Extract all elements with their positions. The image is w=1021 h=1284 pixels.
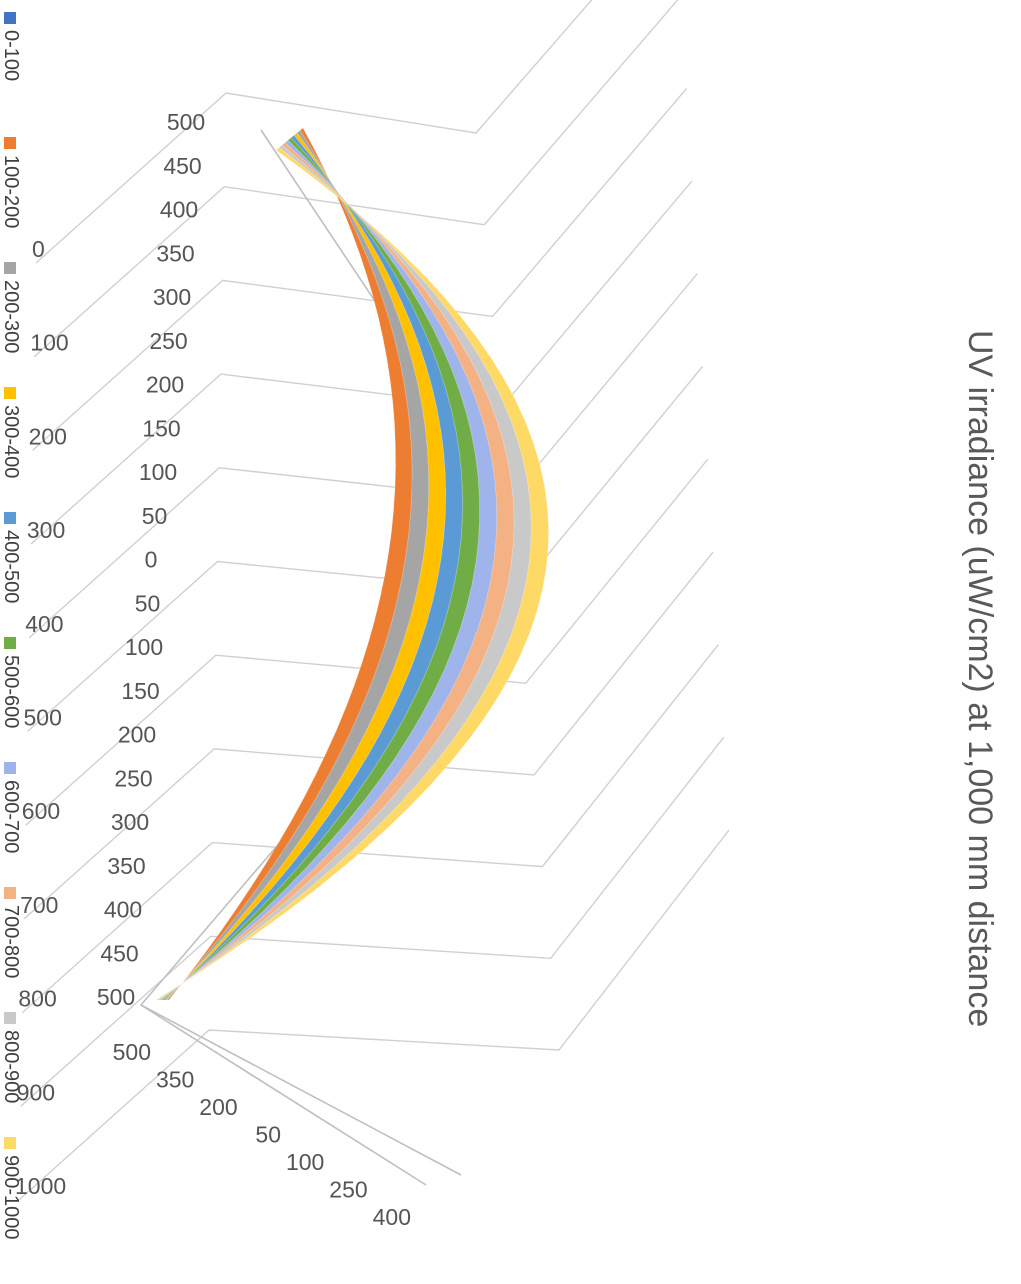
z-tick-label: 700 (20, 892, 58, 918)
x-tick-label: 0 (145, 547, 158, 573)
x-tick-label: 100 (125, 634, 163, 660)
legend-swatch (4, 512, 16, 524)
x-tick-label: 350 (107, 853, 145, 879)
z-gridline (21, 644, 719, 1014)
z-tick-label: 500 (24, 705, 62, 731)
legend-label: 0-100 (0, 30, 22, 81)
legend-label: 400-500 (0, 530, 22, 603)
legend-label: 100-200 (0, 155, 22, 228)
legend-swatch (4, 637, 16, 649)
z-tick-label: 600 (22, 798, 60, 824)
z-tick-label: 900 (17, 1079, 55, 1105)
surface-band (154, 146, 550, 1001)
legend-swatch (4, 887, 16, 899)
legend-label: 800-900 (0, 1030, 22, 1103)
x-tick-label: 300 (153, 284, 191, 310)
z-axis-tick-labels: 0 100 200 300 400 500 600 700 800 900 1000 (15, 236, 69, 1199)
legend-label: 700-800 (0, 905, 22, 978)
z-gridline (18, 829, 730, 1201)
x-tick-label: 400 (104, 897, 142, 923)
z-tick-label: 800 (18, 986, 56, 1012)
x-tick-label: 500 (167, 109, 205, 135)
x-tick-label: 200 (146, 372, 184, 398)
x-tick-label: 300 (111, 809, 149, 835)
z-gridline (35, 0, 677, 264)
legend: 0-100 100-200 200-300 300-400 400-500 500-600… (0, 12, 22, 1240)
y-tick-label: 400 (373, 1204, 411, 1230)
x-tick-label: 350 (156, 240, 194, 266)
z-gridline (30, 180, 693, 545)
y-tick-label: 250 (329, 1177, 367, 1203)
y-tick-label: 350 (156, 1067, 194, 1093)
x-tick-label: 450 (163, 153, 201, 179)
x-tick-label: 150 (142, 415, 180, 441)
legend-swatch (4, 387, 16, 399)
legend-swatch (4, 762, 16, 774)
z-tick-label: 300 (27, 517, 65, 543)
z-gridline (28, 273, 698, 639)
x-tick-label: 50 (142, 503, 168, 529)
legend-swatch (4, 137, 16, 149)
x-tick-label: 450 (100, 940, 138, 966)
z-gridline (32, 87, 688, 451)
x-tick-label: 500 (97, 984, 135, 1010)
z-tick-label: 400 (25, 611, 63, 637)
y-axis-line (140, 1004, 427, 1186)
chart-title: UV irradiance (uW/cm2) at 1,000 mm dista… (961, 330, 999, 1027)
z-gridline (27, 366, 704, 733)
surface-plot (154, 127, 550, 1001)
x-tick-label: 150 (121, 678, 159, 704)
legend-label: 900-1000 (0, 1155, 22, 1240)
legend-swatch (4, 262, 16, 274)
legend-label: 200-300 (0, 280, 22, 353)
z-tick-label: 0 (32, 236, 45, 262)
y-tick-label: 50 (255, 1122, 281, 1148)
legend-swatch (4, 1137, 16, 1149)
legend-label: 500-600 (0, 655, 22, 728)
x-tick-label: 250 (114, 765, 152, 791)
z-gridline (20, 736, 725, 1107)
z-tick-label: 100 (30, 330, 68, 356)
z-tick-label: 200 (29, 423, 67, 449)
x-tick-label: 250 (149, 328, 187, 354)
x-tick-label: 100 (139, 459, 177, 485)
y-tick-label: 100 (286, 1149, 324, 1175)
legend-swatch (4, 12, 16, 24)
y-tick-label: 500 (113, 1039, 151, 1065)
x-tick-label: 400 (160, 197, 198, 223)
y-tick-label: 200 (199, 1094, 237, 1120)
z-gridlines (18, 0, 730, 1201)
z-tick-label: 1000 (15, 1173, 66, 1199)
x-axis-tick-labels: 5004504003503002502001501005005010015020… (97, 109, 205, 1010)
legend-swatch (4, 1012, 16, 1024)
legend-label: 600-700 (0, 780, 22, 853)
z-gridline (33, 0, 682, 358)
x-tick-label: 50 (135, 590, 161, 616)
x-tick-label: 200 (118, 722, 156, 748)
legend-label: 300-400 (0, 405, 22, 478)
